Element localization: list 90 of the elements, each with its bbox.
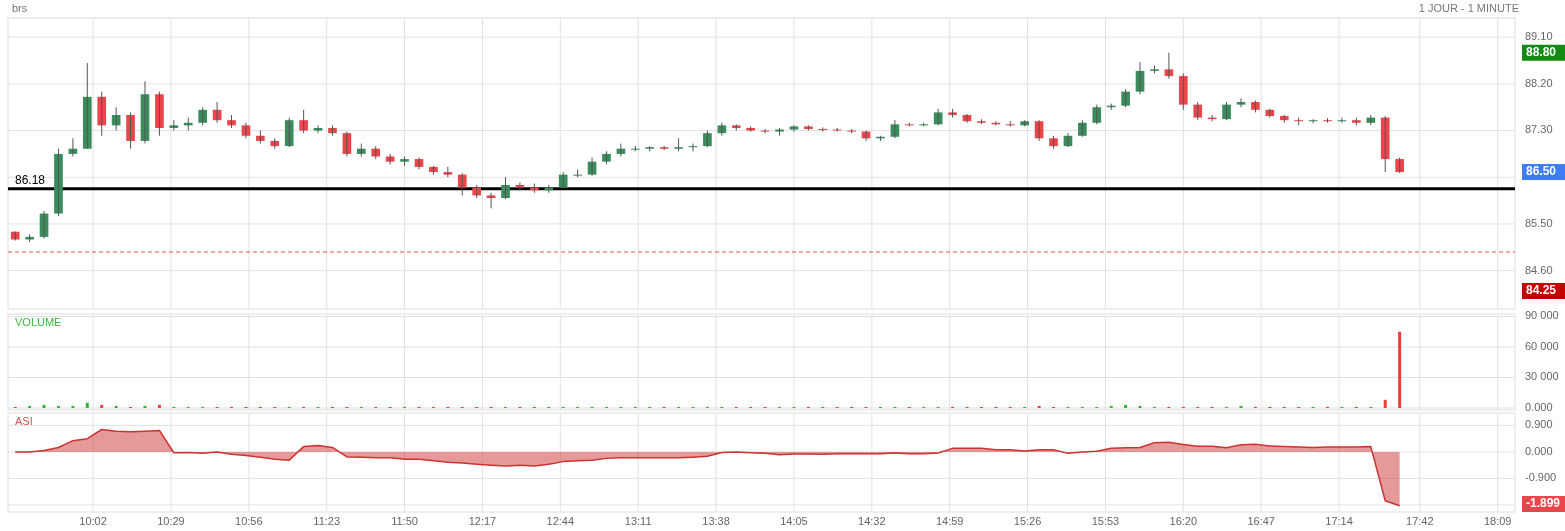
y-tick-label: 89.10 [1525,30,1553,43]
y-tick-label: 90 000 [1525,309,1559,322]
bar [85,402,89,408]
x-tick-label: 14:05 [780,515,808,527]
candlestick [54,148,63,217]
x-tick-label: 18:09 [1483,515,1512,527]
candlestick [1193,101,1203,121]
candlestick [169,119,179,132]
x-tick-label: 10:02 [79,515,107,527]
candlestick [1395,157,1404,174]
bar [1398,331,1402,408]
x-tick-label: 14:59 [935,515,964,527]
candlestick [501,176,510,200]
bar [1124,404,1128,408]
x-tick-label: 12:44 [546,515,575,527]
candlestick [1380,115,1390,173]
bar [143,405,147,408]
candlestick [457,172,467,196]
text: 86.50 [1526,164,1557,179]
candlestick [82,62,92,150]
x-tick-label: 13:11 [624,515,652,527]
candlestick [443,166,453,178]
y-tick-label: 30 000 [1525,370,1559,383]
y-tick-label: 88.20 [1525,76,1553,89]
candlestick [674,137,683,152]
candlestick [804,124,813,132]
candlestick [746,125,756,133]
bar [1109,405,1113,408]
candlestick [400,156,409,167]
candlestick [1121,88,1130,108]
chart-title: VOLUME [15,316,62,328]
bar [71,405,75,408]
candlestick [731,123,741,132]
candlestick [703,130,712,148]
bar [1037,405,1041,408]
y-tick-label: 87.30 [1525,123,1553,136]
x-tick-label: 14:32 [858,515,886,527]
candlestick [299,109,308,134]
bar [100,404,104,408]
x-tick-label: 11:50 [391,515,418,527]
text: -1.899 [1526,496,1561,511]
text: 88.80 [1526,44,1557,59]
candlestick [385,153,395,165]
candlestick [1251,99,1260,113]
bar [56,405,60,408]
x-tick-label: 13:38 [702,515,730,527]
text: 84.25 [1526,283,1557,298]
candlestick [1150,65,1159,74]
y-tick-label: -0.900 [1525,471,1557,484]
x-tick-label: 12:17 [468,515,497,527]
candlestick [1049,135,1058,150]
chart-subtitle: 1 JOUR - 1 MINUTE [1418,2,1519,14]
candlestick [155,91,164,137]
candlestick [284,117,294,148]
x-tick-label: 16:47 [1247,515,1275,527]
y-tick-label: 85.50 [1525,216,1553,229]
y-tick-label: 60 000 [1525,339,1559,352]
candlestick [948,108,957,119]
x-tick-label: 10:56 [235,515,263,527]
y-tick-label: 0.000 [1525,444,1553,457]
y-tick-label: 0.900 [1525,418,1553,431]
x-tick-label: 15:53 [1091,515,1120,527]
y-tick-label: 84.60 [1525,263,1553,276]
x-tick-label: 16:20 [1169,515,1198,527]
ref-line-label: 86.18 [15,172,46,187]
candlestick [97,91,107,137]
bar [42,404,46,408]
y-tick-label: 0.000 [1525,400,1553,413]
candlestick [1078,119,1087,138]
x-tick-label: 11:23 [313,515,341,527]
candlestick [1092,104,1102,125]
candlestick [602,150,611,165]
chart-title: brs [12,2,28,14]
bar [1239,405,1243,408]
candlestick [126,111,135,150]
x-tick-label: 17:42 [1406,515,1434,527]
chart-title: ASI [15,415,33,427]
bar [1383,399,1387,408]
candlestick [558,171,568,190]
candlestick [977,118,986,125]
x-tick-label: 17:14 [1325,515,1353,527]
bar [114,405,118,408]
bar [157,404,161,408]
bar [1138,405,1142,408]
candlestick [1178,73,1188,111]
candlestick [645,145,655,152]
bar [28,405,32,408]
x-tick-label: 10:29 [157,515,185,527]
x-tick-label: 15:26 [1013,515,1042,527]
candlestick [198,106,208,126]
